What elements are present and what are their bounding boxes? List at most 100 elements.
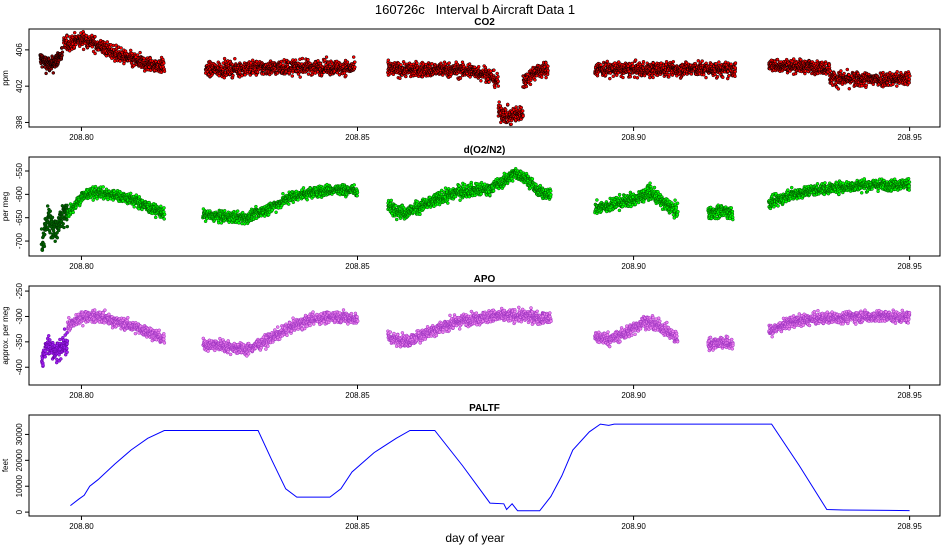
data-point <box>105 40 110 44</box>
data-point <box>689 72 694 76</box>
data-point <box>415 61 419 65</box>
data-point <box>539 75 544 79</box>
data-point <box>93 51 97 56</box>
data-point <box>908 74 912 78</box>
data-point <box>386 58 391 62</box>
data-point <box>895 84 899 88</box>
data-point <box>231 73 235 78</box>
data-point <box>51 71 56 75</box>
data-point <box>487 80 491 84</box>
data-point <box>101 185 105 189</box>
data-point <box>50 215 55 220</box>
data-point <box>651 75 655 80</box>
data-point <box>907 77 912 82</box>
data-point <box>839 69 843 73</box>
data-point <box>503 107 508 112</box>
data-point <box>727 73 731 78</box>
plot-frame <box>28 28 941 128</box>
data-point <box>827 63 832 67</box>
data-point <box>48 209 53 213</box>
x-tick-label: 208.95 <box>897 262 922 271</box>
data-point <box>621 75 625 80</box>
data-point <box>733 66 738 70</box>
data-point <box>353 65 357 69</box>
data-point <box>353 60 357 64</box>
data-point <box>42 244 47 249</box>
data-point <box>71 210 75 215</box>
data-point <box>351 55 356 59</box>
data-point <box>611 74 616 79</box>
data-point <box>254 204 258 209</box>
data-point <box>545 72 550 77</box>
y-axis-label: per meg <box>1 192 10 221</box>
data-point <box>77 44 82 49</box>
data-point <box>61 221 65 226</box>
data-point <box>290 74 295 78</box>
data-point <box>671 59 676 64</box>
data-point <box>398 76 402 81</box>
data-point <box>344 73 348 78</box>
data-point <box>546 68 550 73</box>
data-point <box>93 184 98 189</box>
data-point <box>255 59 259 64</box>
data-point <box>533 78 537 82</box>
data-point <box>219 221 224 225</box>
data-point <box>544 75 548 80</box>
data-point <box>447 61 451 65</box>
data-point <box>132 205 136 209</box>
data-point <box>60 45 64 50</box>
data-point <box>733 69 737 74</box>
data-point <box>42 232 47 237</box>
data-point <box>222 208 227 213</box>
data-point <box>91 198 95 202</box>
data-point <box>721 75 725 80</box>
data-point <box>135 53 140 57</box>
data-point <box>72 30 77 35</box>
data-point <box>505 102 510 107</box>
x-tick-label: 208.85 <box>345 133 370 142</box>
y-tick-label: -700 <box>15 233 24 250</box>
series-co2 <box>61 29 912 127</box>
data-point <box>700 59 704 63</box>
data-point <box>864 83 869 88</box>
data-point <box>237 221 241 225</box>
data-point <box>65 217 69 222</box>
data-point <box>733 61 738 65</box>
panel-d-o2-n2-: d(O2/N2)208.80 208.85 208.90 208.95-700-650… <box>1 145 941 271</box>
data-point <box>836 87 841 91</box>
data-point <box>509 122 513 127</box>
data-point <box>524 84 529 89</box>
data-point <box>306 57 310 62</box>
data-point <box>633 58 638 62</box>
data-point <box>45 204 50 208</box>
data-point <box>599 63 603 67</box>
data-point <box>128 48 133 53</box>
data-point <box>162 61 166 65</box>
data-point <box>520 109 525 113</box>
data-point <box>519 105 523 110</box>
data-point <box>733 74 737 79</box>
data-point <box>715 74 720 79</box>
data-point <box>492 68 496 72</box>
data-point <box>137 195 142 199</box>
data-point <box>648 75 652 80</box>
data-point <box>51 228 56 233</box>
data-point <box>242 222 247 226</box>
x-tick-label: 208.80 <box>69 133 94 142</box>
y-tick-label: 398 <box>15 115 24 129</box>
data-point <box>497 100 501 104</box>
series-co2-early <box>38 45 65 76</box>
data-point <box>324 55 329 59</box>
data-point <box>60 50 65 54</box>
data-point <box>479 79 483 83</box>
data-point <box>106 197 110 202</box>
data-point <box>713 72 717 77</box>
data-point <box>113 59 117 63</box>
data-point <box>81 47 86 52</box>
y-tick-label: -650 <box>15 209 24 226</box>
data-point <box>40 248 45 252</box>
data-point <box>306 72 311 76</box>
data-point <box>729 62 733 66</box>
